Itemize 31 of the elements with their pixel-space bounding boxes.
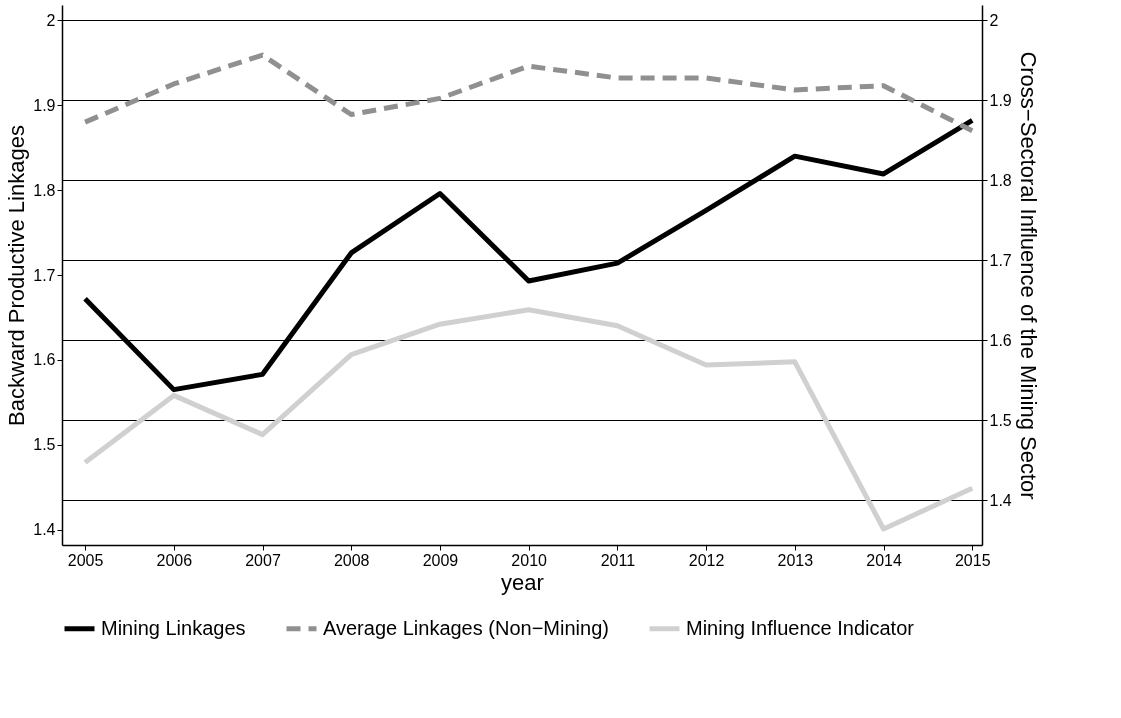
y2-tick-label: 1.4 bbox=[989, 491, 1012, 509]
x-tick-label: 2009 bbox=[422, 551, 459, 569]
legend-label: Mining Influence Indicator bbox=[686, 616, 915, 639]
y2-tick-label: 1.6 bbox=[989, 331, 1012, 349]
x-tick-label: 2006 bbox=[156, 551, 193, 569]
y2-tick-label: 1.8 bbox=[989, 171, 1012, 189]
legend-label: Mining Linkages bbox=[101, 616, 246, 639]
y-tick-label: 1.9 bbox=[33, 96, 56, 114]
x-tick-label: 2008 bbox=[333, 551, 370, 569]
y-tick-label: 1.8 bbox=[33, 181, 56, 199]
y-tick-label: 1.4 bbox=[33, 521, 56, 539]
y-tick-label: 2 bbox=[46, 11, 56, 29]
y-tick-label: 1.6 bbox=[33, 351, 56, 369]
x-tick-label: 2007 bbox=[245, 551, 281, 569]
legend-label: Average Linkages (Non−Mining) bbox=[323, 616, 609, 639]
x-tick-label: 2011 bbox=[600, 551, 636, 569]
y2-tick-label: 1.7 bbox=[989, 251, 1012, 269]
y-tick-label: 1.5 bbox=[33, 436, 56, 454]
y-tick-label: 1.7 bbox=[33, 266, 56, 284]
y2-tick-label: 2 bbox=[989, 11, 999, 29]
x-tick-label: 2012 bbox=[688, 551, 725, 569]
y-axis-title: Backward Productive Linkages bbox=[4, 125, 30, 426]
x-tick-label: 2013 bbox=[777, 551, 814, 569]
y2-tick-label: 1.9 bbox=[989, 91, 1012, 109]
x-tick-label: 2005 bbox=[67, 551, 104, 569]
x-tick-label: 2010 bbox=[511, 551, 548, 569]
y2-tick-label: 1.5 bbox=[989, 411, 1012, 429]
x-tick-label: 2015 bbox=[954, 551, 991, 569]
y2-axis-title: Cross−Sectoral Influence of the Mining Sector bbox=[1015, 51, 1041, 500]
x-tick-label: 2014 bbox=[866, 551, 902, 569]
x-axis-title: year bbox=[501, 569, 544, 595]
